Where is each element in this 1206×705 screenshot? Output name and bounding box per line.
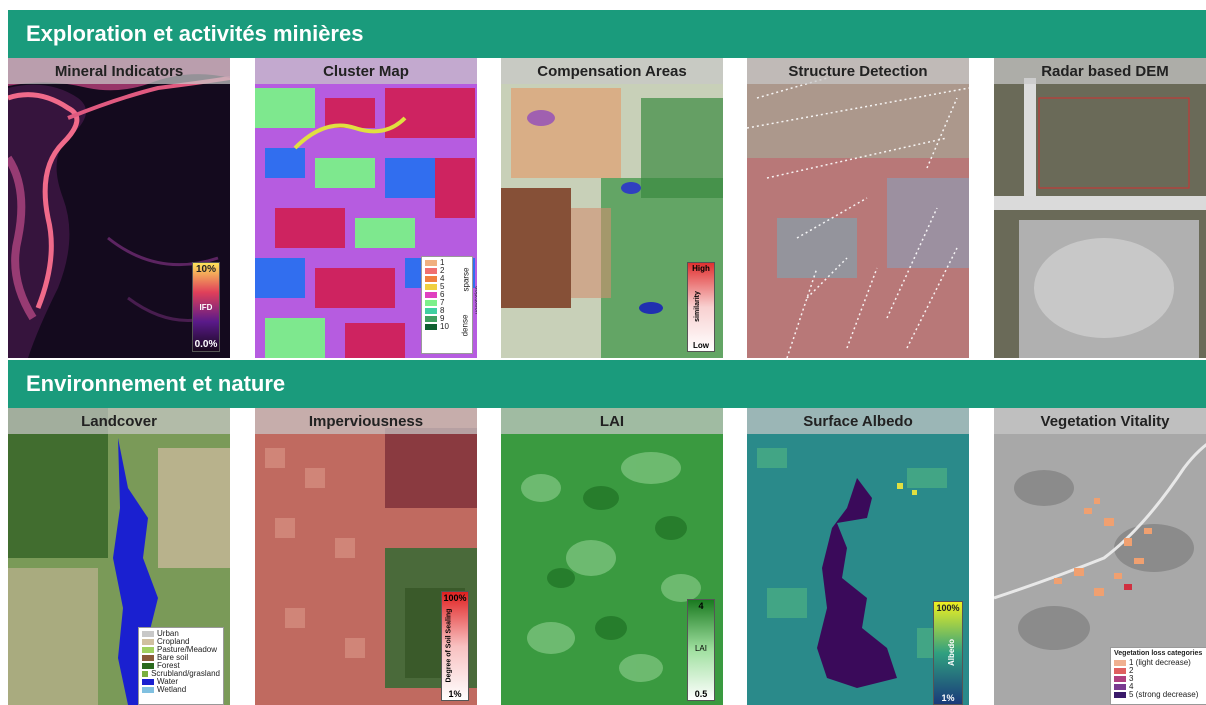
legend-item: 9	[425, 315, 469, 323]
legend-item: Urban	[142, 630, 220, 638]
legend-item: Forest	[142, 662, 220, 670]
legend-bottom: 0.0%	[194, 339, 218, 350]
structure-detection-map	[747, 58, 969, 358]
legend-item: Wetland	[142, 686, 220, 694]
panel-vegetation-vitality: Vegetation Vitality Vegetation	[994, 408, 1206, 705]
panel-title: Imperviousness	[255, 408, 477, 434]
legend-item: Scrubland/grasland	[142, 670, 220, 678]
panel-title: Mineral Indicators	[8, 58, 230, 84]
legend-item: 4	[425, 275, 469, 283]
panel-compensation-areas: Compensation Areas High similarity Low	[501, 58, 723, 358]
cluster-legend: 1 2 4 5 6 7 8 9 10 sparse dense vegetati…	[421, 256, 477, 354]
albedo-legend: 100% Albedo 1%	[933, 601, 963, 705]
legend-top: 100%	[936, 603, 960, 613]
section-title-bottom: Environnement et nature	[26, 371, 286, 396]
lai-legend: 4 LAI 0.5	[687, 599, 715, 701]
legend-item: Bare soil	[142, 654, 220, 662]
legend-item: Cropland	[142, 638, 220, 646]
panel-surface-albedo: Surface Albedo 100% Albedo 1%	[747, 408, 969, 705]
landcover-legend: Urban Cropland Pasture/Meadow Bare soil …	[138, 627, 224, 705]
section-banner-bottom: Environnement et nature	[8, 360, 1206, 408]
section-banner-top: Exploration et activités minières	[8, 10, 1206, 58]
imperviousness-legend: 100% Degree of Soil Sealing 1%	[441, 591, 469, 701]
legend-bottom: 1%	[448, 689, 462, 699]
panel-title: Landcover	[8, 408, 230, 434]
panel-mineral-indicators: Mineral Indicators 10% IFD 0.0%	[8, 58, 230, 358]
legend-top: 4	[698, 601, 704, 611]
legend-middle: LAI	[694, 644, 707, 653]
legend-item: 10	[425, 323, 469, 331]
legend-item: 2	[425, 267, 469, 275]
legend-label-vegetation: vegetation	[475, 286, 477, 314]
legend-item: Water	[142, 678, 220, 686]
radar-dem-map	[994, 58, 1206, 358]
legend-item: 6	[425, 291, 469, 299]
panel-row-bottom: Landcover Urban Cropland Pasture/Meadow …	[8, 408, 1206, 705]
legend-title: Vegetation loss categories	[1114, 650, 1203, 657]
legend-label-dense: dense	[460, 314, 470, 337]
lai-map	[501, 408, 723, 705]
legend-item: 1	[425, 259, 469, 267]
legend-item: 5	[425, 283, 469, 291]
legend-middle: Albedo	[947, 638, 957, 667]
panel-landcover: Landcover Urban Cropland Pasture/Meadow …	[8, 408, 230, 705]
legend-middle: IFD	[199, 303, 213, 312]
legend-bottom: 0.5	[694, 689, 708, 699]
legend-item: 5 (strong decrease)	[1114, 691, 1206, 699]
legend-item: Pasture/Meadow	[142, 646, 220, 654]
legend-label-sparse: sparse	[461, 267, 471, 292]
surface-albedo-map	[747, 408, 969, 705]
panel-imperviousness: Imperviousness 100% Degree of Soil Seali…	[255, 408, 477, 705]
legend-top: High	[692, 264, 710, 273]
panel-title: Cluster Map	[255, 58, 477, 84]
section-title-top: Exploration et activités minières	[26, 21, 364, 46]
panel-cluster-map: Cluster Map	[255, 58, 477, 358]
legend-bottom: 1%	[941, 693, 955, 703]
legend-item: 1 (light decrease)	[1114, 659, 1206, 667]
legend-item: 4	[1114, 683, 1206, 691]
panel-title: Compensation Areas	[501, 58, 723, 84]
panel-radar-dem: Radar based DEM	[994, 58, 1206, 358]
legend-item: 3	[1114, 675, 1206, 683]
legend-bottom: Low	[693, 341, 709, 350]
legend-middle: Degree of Soil Sealing	[445, 608, 453, 683]
panel-structure-detection: Structure Detection	[747, 58, 969, 358]
vegetation-legend: Vegetation loss categories 1 (light decr…	[1110, 647, 1206, 705]
legend-item: 8	[425, 307, 469, 315]
legend-top: 10%	[195, 264, 216, 275]
compensation-map	[501, 58, 723, 358]
legend-item: 7	[425, 299, 469, 307]
panel-title: Structure Detection	[747, 58, 969, 84]
compensation-legend: High similarity Low	[687, 262, 715, 352]
panel-title: Surface Albedo	[747, 408, 969, 434]
legend-top: 100%	[443, 593, 467, 603]
panel-title: LAI	[501, 408, 723, 434]
panel-lai: LAI 4 LAI 0.5	[501, 408, 723, 705]
panel-title: Vegetation Vitality	[994, 408, 1206, 434]
panel-title: Radar based DEM	[994, 58, 1206, 84]
legend-middle: similarity	[693, 291, 701, 322]
panel-row-top: Mineral Indicators 10% IFD 0.0% Cluster …	[8, 58, 1206, 358]
mineral-legend: 10% IFD 0.0%	[192, 262, 220, 352]
legend-item: 2	[1114, 667, 1206, 675]
